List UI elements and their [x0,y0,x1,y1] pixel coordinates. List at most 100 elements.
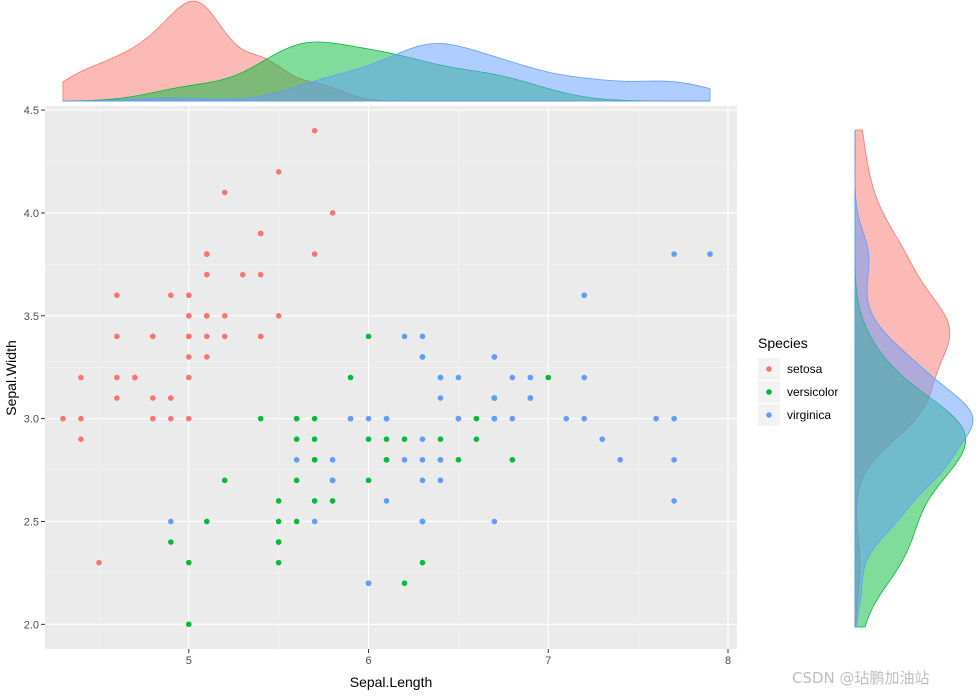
point-virginica [401,456,408,463]
point-virginica [329,456,336,463]
point-setosa [311,251,318,257]
grid-minor [45,106,737,649]
point-virginica [671,498,677,504]
x-axis-ticks: 5 6 7 8 [186,649,731,667]
watermark: CSDN @玷鹏加油站 [792,669,930,687]
point-versicolor [473,415,480,422]
point-virginica [365,415,372,422]
point-virginica [491,395,498,401]
point-versicolor [383,436,390,443]
point-setosa [257,271,264,278]
point-versicolor [293,518,300,525]
point-virginica [419,354,426,360]
point-versicolor [545,374,552,381]
point-virginica [437,456,444,463]
y-axis-ticks: 2.0 2.5 3.0 3.5 4.0 4.5 [24,105,45,631]
point-virginica [509,415,516,422]
x-tick-label: 7 [545,655,551,667]
point-setosa [257,333,264,340]
point-versicolor [437,436,444,443]
point-versicolor [365,333,372,340]
point-virginica [437,395,444,401]
grid-major [45,106,737,649]
point-versicolor [293,415,300,422]
point-versicolor [293,477,300,484]
point-setosa [60,415,66,422]
point-virginica [581,292,588,299]
point-versicolor [185,621,192,628]
point-virginica [491,415,498,422]
point-setosa [185,415,192,422]
point-virginica [617,456,623,463]
point-setosa [132,374,138,381]
scatter-points [60,127,713,628]
point-virginica [293,456,300,463]
point-setosa [203,354,210,360]
point-setosa [257,230,264,237]
x-tick-label: 8 [725,655,731,667]
point-setosa [221,312,228,319]
point-virginica [365,580,372,586]
y-tick-label: 4.5 [24,105,39,117]
point-virginica [401,333,408,340]
point-versicolor [311,456,318,463]
y-axis-title: Sepal.Width [3,340,19,415]
point-setosa [275,169,282,175]
legend-title: Species [758,335,808,351]
point-setosa [185,292,192,299]
point-versicolor [185,559,192,566]
point-setosa [329,210,336,216]
x-tick-label: 6 [365,655,371,667]
point-virginica [653,415,659,422]
y-tick-label: 4.0 [24,208,39,220]
point-virginica [491,354,498,360]
point-virginica [491,518,498,525]
legend: Species setosa versicolor virginica [758,335,838,426]
top-density-virginica [62,43,711,102]
point-setosa [185,374,192,381]
point-virginica [383,498,390,504]
point-virginica [419,333,426,340]
point-virginica [383,415,390,422]
legend-label-setosa: setosa [787,362,823,376]
point-versicolor [221,477,228,484]
point-virginica [347,415,354,422]
point-virginica [707,251,713,257]
point-virginica [527,395,534,401]
point-virginica [419,477,426,484]
point-virginica [599,436,605,443]
top-marginal-density [62,0,711,102]
point-versicolor [329,498,336,504]
y-tick-label: 3.5 [24,311,39,323]
point-setosa [311,127,318,134]
legend-key-versicolor [766,389,772,395]
point-virginica [455,415,462,422]
point-setosa [239,271,246,278]
point-virginica [168,518,174,525]
point-setosa [221,189,228,196]
point-versicolor [293,436,300,443]
point-versicolor [473,436,480,443]
point-setosa [114,333,120,340]
point-setosa [168,415,174,422]
point-virginica [581,415,588,422]
point-setosa [114,292,120,299]
point-setosa [168,395,174,401]
legend-key-virginica [766,412,772,418]
point-versicolor [257,415,264,422]
point-setosa [78,415,84,422]
point-virginica [455,374,462,381]
point-virginica [671,456,677,463]
point-virginica [329,477,336,484]
point-versicolor [203,518,210,525]
point-setosa [168,292,174,299]
point-versicolor [347,374,354,381]
point-setosa [150,415,156,422]
point-virginica [527,374,534,381]
point-setosa [203,312,210,319]
point-setosa [114,374,120,381]
point-setosa [203,333,210,340]
point-versicolor [455,456,462,463]
right-marginal-density [854,129,974,628]
